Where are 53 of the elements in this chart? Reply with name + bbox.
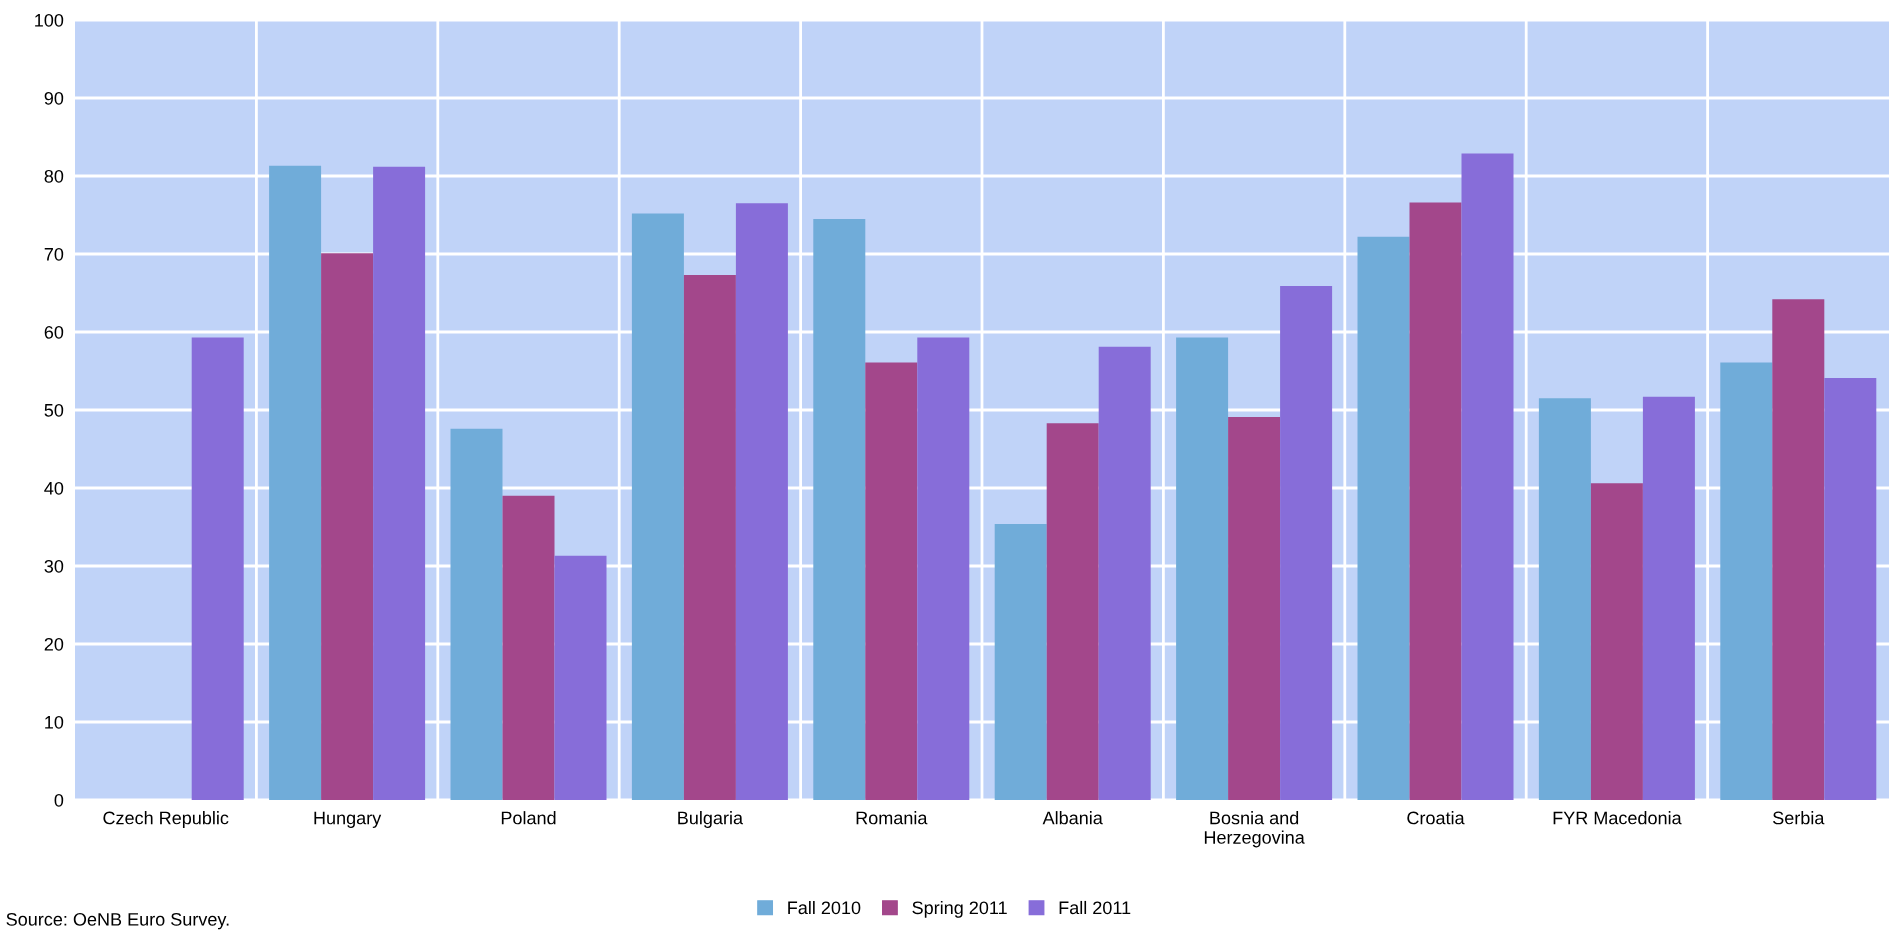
bar bbox=[1720, 362, 1773, 800]
bar bbox=[1228, 417, 1281, 800]
y-tick-label: 30 bbox=[44, 559, 64, 573]
bar bbox=[813, 218, 866, 800]
bar bbox=[994, 523, 1047, 800]
x-tick-label: Albania bbox=[1042, 811, 1103, 825]
bar bbox=[373, 166, 426, 800]
bar bbox=[1098, 346, 1151, 800]
bar bbox=[865, 362, 918, 800]
source-note: Source: OeNB Euro Survey. bbox=[6, 912, 229, 930]
x-tick-label: FYR Macedonia bbox=[1553, 811, 1682, 825]
y-tick-label: 80 bbox=[44, 169, 64, 183]
y-tick-label: 50 bbox=[44, 403, 64, 417]
y-tick-label: 10 bbox=[45, 715, 64, 729]
bar bbox=[1280, 285, 1333, 800]
bar bbox=[321, 253, 374, 800]
x-tick-label: Bosnia and Herzegovina bbox=[1204, 811, 1305, 848]
bar bbox=[1642, 396, 1695, 800]
legend-label: Fall 2010 bbox=[788, 900, 861, 915]
bar bbox=[1357, 236, 1410, 800]
bar bbox=[917, 337, 970, 800]
bar bbox=[735, 203, 788, 800]
bar bbox=[631, 213, 684, 800]
x-tick-label: Czech Republic bbox=[103, 811, 229, 828]
y-tick-label: 60 bbox=[44, 325, 64, 339]
bar bbox=[269, 165, 322, 800]
y-tick-label: 20 bbox=[44, 637, 64, 651]
bar bbox=[1176, 337, 1229, 800]
y-tick-label: 40 bbox=[44, 481, 64, 495]
bar bbox=[450, 428, 503, 800]
bar bbox=[502, 495, 555, 800]
x-tick-label: Croatia bbox=[1407, 811, 1465, 825]
bar bbox=[191, 337, 244, 800]
bar bbox=[554, 555, 607, 800]
bar bbox=[1046, 423, 1099, 800]
y-tick-label: 0 bbox=[54, 793, 64, 807]
x-tick-label: Bulgaria bbox=[678, 811, 744, 828]
bar bbox=[1590, 483, 1643, 800]
x-tick-label: Poland bbox=[501, 811, 556, 825]
bar bbox=[1461, 153, 1514, 800]
legend-label: Spring 2011 bbox=[912, 900, 1007, 918]
y-tick-label: 70 bbox=[44, 247, 64, 261]
x-tick-label: Hungary bbox=[314, 811, 382, 828]
x-tick-label: Serbia bbox=[1773, 811, 1825, 825]
legend-label: Fall 2011 bbox=[1059, 900, 1131, 915]
x-tick-label: Romania bbox=[856, 811, 928, 825]
bar bbox=[1409, 202, 1462, 800]
y-tick-label: 100 bbox=[35, 13, 64, 27]
bar bbox=[1538, 398, 1591, 800]
bar bbox=[1772, 299, 1825, 800]
bar bbox=[683, 275, 736, 800]
bar bbox=[1824, 378, 1877, 800]
y-tick-label: 90 bbox=[44, 91, 64, 105]
